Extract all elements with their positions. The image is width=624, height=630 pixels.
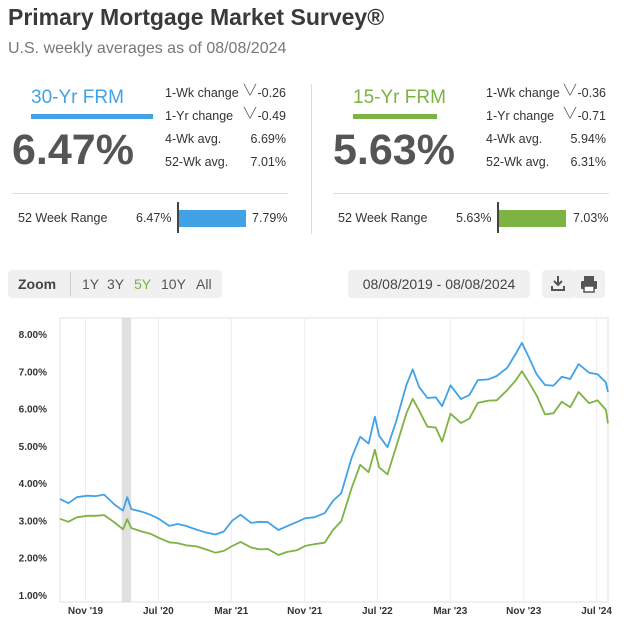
range-high-30yr: 7.79% <box>252 211 288 225</box>
y-tick-label: 1.00% <box>19 591 47 602</box>
x-axis: Nov '19 Jul '20 Mar '21 Nov '21 Jul '22 Mar '… <box>68 606 612 617</box>
download-button[interactable] <box>542 270 574 298</box>
chevron-down-icon: ╲╱ <box>244 108 257 119</box>
range-marker-30yr <box>177 202 179 233</box>
y-tick-label: 5.00% <box>19 442 47 453</box>
plot-border <box>59 317 609 603</box>
stat-value-30yr-4wk: 6.69% <box>250 132 286 146</box>
chevron-down-icon: ╲╱ <box>564 85 577 96</box>
range-bar-30yr <box>179 210 246 227</box>
rate-value-15yr: 5.63% <box>333 126 455 174</box>
stat-label-15yr-52wk: 52-Wk avg. <box>486 155 550 169</box>
x-tick-label: Nov '23 <box>506 606 542 617</box>
range-bar-15yr <box>499 210 566 227</box>
series-line-15yr <box>59 370 609 556</box>
printer-icon <box>581 276 597 293</box>
x-tick-label: Nov '21 <box>287 606 323 617</box>
stat-label-30yr-1wk: 1-Wk change <box>165 86 239 100</box>
stat-value-30yr-52wk: 7.01% <box>250 155 286 169</box>
panel-divider <box>311 84 312 234</box>
highlight-band <box>121 318 132 602</box>
stat-value-15yr-1yr: -0.71 <box>577 109 607 123</box>
range-high-15yr: 7.03% <box>573 211 609 225</box>
x-tick-label: Jul '24 <box>581 606 612 617</box>
product-label-30yr: 30-Yr FRM <box>31 87 124 108</box>
stat-label-30yr-4wk: 4-Wk avg. <box>165 132 222 146</box>
x-tick-label: Jul '22 <box>362 606 393 617</box>
stat-label-15yr-1yr: 1-Yr change <box>486 109 555 123</box>
date-range-text: 08/08/2019 - 08/08/2024 <box>362 276 516 292</box>
zoom-1y-button[interactable]: 1Y <box>82 276 100 292</box>
series-line-30yr <box>59 341 609 536</box>
range-low-30yr: 6.47% <box>136 211 172 225</box>
zoom-10y-button[interactable]: 10Y <box>161 276 186 292</box>
zoom-3y-button[interactable]: 3Y <box>107 276 125 292</box>
y-tick-label: 4.00% <box>19 479 47 490</box>
rate-chart: 1.00% 2.00% 3.00% 4.00% 5.00% 6.00% 7.00% 8.00%… <box>19 317 612 617</box>
x-tick-label: Mar '23 <box>433 606 468 617</box>
y-tick-label: 8.00% <box>19 330 47 341</box>
stat-value-15yr-52wk: 6.31% <box>570 155 606 169</box>
rate-value-30yr: 6.47% <box>12 126 134 174</box>
zoom-toolbar <box>8 270 222 298</box>
stat-value-15yr-4wk: 5.94% <box>570 132 606 146</box>
highlight-band-rect <box>121 318 132 602</box>
chevron-down-icon: ╲╱ <box>244 85 257 96</box>
chart-grid <box>59 317 609 603</box>
page-title: Primary Mortgage Market Survey® <box>8 4 385 30</box>
y-tick-label: 3.00% <box>19 516 47 527</box>
zoom-label: Zoom <box>18 276 57 292</box>
range-low-15yr: 5.63% <box>456 211 492 225</box>
stat-label-30yr-1yr: 1-Yr change <box>165 109 234 123</box>
x-tick-label: Jul '20 <box>143 606 174 617</box>
zoom-5y-button[interactable]: 5Y <box>134 276 152 292</box>
zoom-all-button[interactable]: All <box>196 276 212 292</box>
y-tick-label: 6.00% <box>19 405 47 416</box>
y-axis: 1.00% 2.00% 3.00% 4.00% 5.00% 6.00% 7.00% 8.00% <box>19 330 47 602</box>
stat-label-30yr-52wk: 52-Wk avg. <box>165 155 229 169</box>
divider <box>333 193 609 194</box>
stat-value-30yr-1wk: -0.26 <box>257 86 287 100</box>
print-button[interactable] <box>573 270 605 298</box>
product-label-15yr: 15-Yr FRM <box>353 87 446 108</box>
product-underline-15yr <box>353 114 437 119</box>
y-tick-label: 7.00% <box>19 367 47 378</box>
range-label-30yr: 52 Week Range <box>18 211 108 225</box>
stat-label-15yr-4wk: 4-Wk avg. <box>486 132 543 146</box>
y-tick-label: 2.00% <box>19 554 47 565</box>
x-tick-label: Mar '21 <box>214 606 249 617</box>
stat-value-15yr-1wk: -0.36 <box>577 86 607 100</box>
x-tick-label: Nov '19 <box>68 606 104 617</box>
divider <box>70 272 71 296</box>
divider <box>12 193 288 194</box>
page-subtitle: U.S. weekly averages as of 08/08/2024 <box>8 40 287 57</box>
date-range-box[interactable] <box>348 270 530 298</box>
chevron-down-icon: ╲╱ <box>564 108 577 119</box>
product-underline-30yr <box>31 114 153 119</box>
stat-label-15yr-1wk: 1-Wk change <box>486 86 560 100</box>
range-marker-15yr <box>497 202 499 233</box>
download-icon <box>551 276 565 291</box>
chart-series <box>59 341 609 556</box>
range-label-15yr: 52 Week Range <box>338 211 428 225</box>
stat-value-30yr-1yr: -0.49 <box>257 109 287 123</box>
